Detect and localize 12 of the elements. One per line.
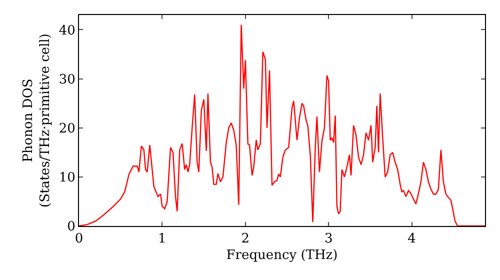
x-tick-label: 4 xyxy=(408,232,416,247)
y-tick-label: 20 xyxy=(58,121,76,136)
y-tick-label: 30 xyxy=(58,72,76,88)
y-tick-label: 0 xyxy=(67,220,76,235)
x-axis-title: Frequency (THz) xyxy=(226,248,338,264)
y-axis-title: Phonon DOS (States/THz·primitive cell) xyxy=(20,33,53,208)
x-tick-label: 1 xyxy=(158,232,166,247)
y-tick-label: 40 xyxy=(58,23,76,38)
x-tick-label: 2 xyxy=(241,232,250,247)
x-tick-label: 3 xyxy=(324,232,333,247)
y-tick-label: 10 xyxy=(58,170,76,186)
line-series xyxy=(79,24,485,226)
